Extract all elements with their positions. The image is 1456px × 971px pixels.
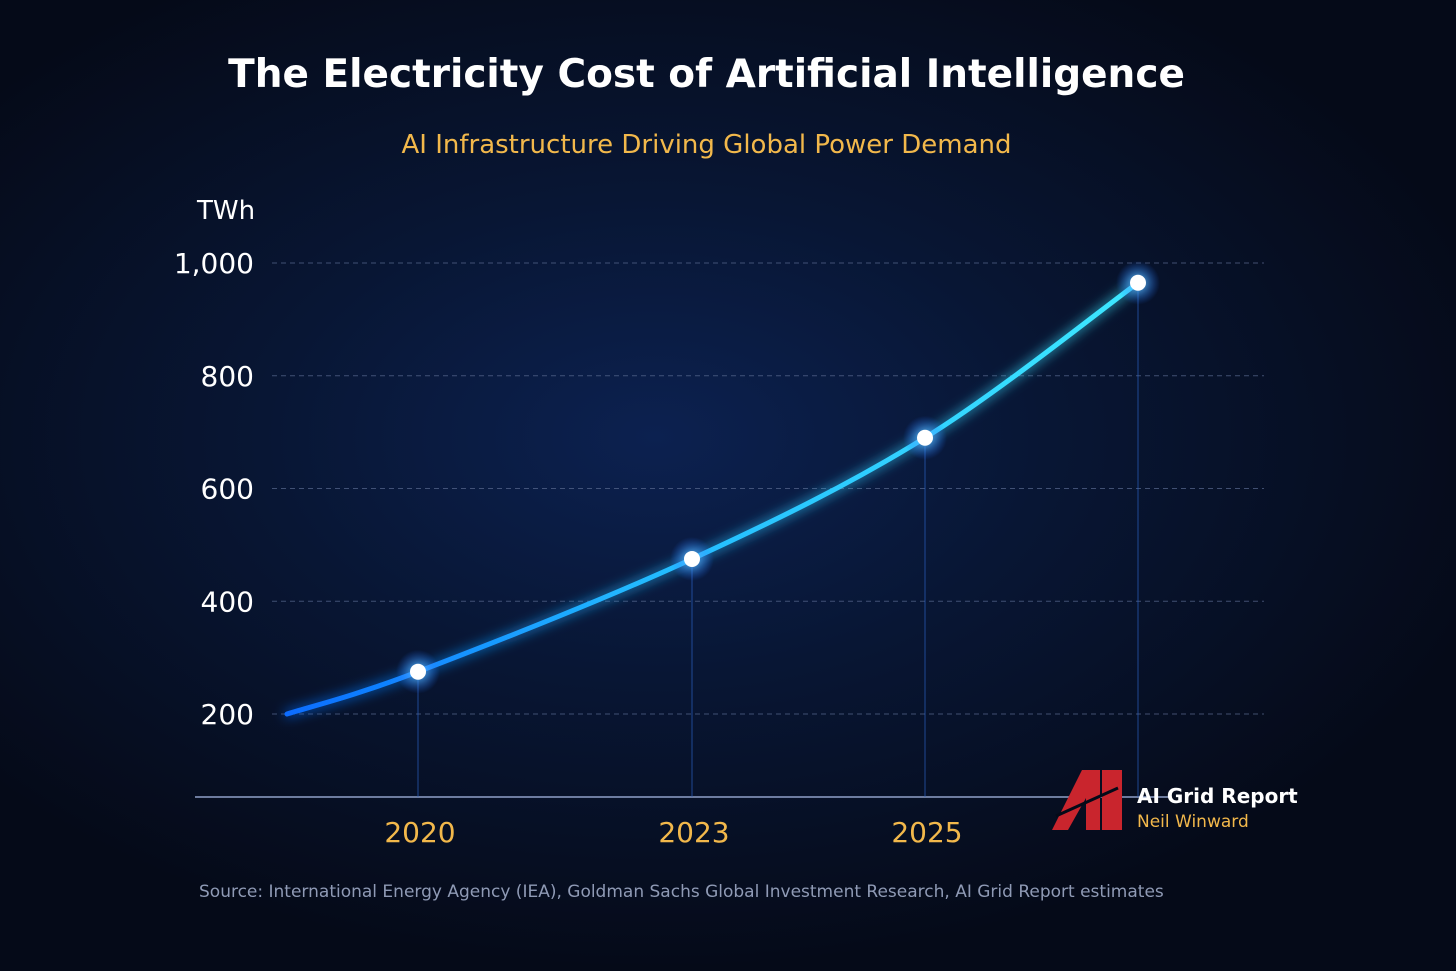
chart-title: The Electricity Cost of Artificial Intel… [228, 52, 1185, 97]
data-point [684, 550, 700, 567]
y-tick-label: 600 [201, 473, 254, 506]
y-tick-label: 200 [201, 698, 254, 731]
y-tick-label: 400 [201, 585, 254, 618]
source-note: Source: International Energy Agency (IEA… [199, 882, 1164, 902]
brand-name: AI Grid Report [1137, 784, 1298, 808]
y-tick-label: 800 [201, 360, 254, 393]
y-axis-label: TWh [197, 196, 256, 226]
series-line [284, 280, 1141, 717]
x-tick-label: 2025 [891, 816, 962, 849]
author-name: Neil Winward [1137, 812, 1249, 832]
y-tick-label: 1,000 [174, 247, 254, 280]
x-tick-label: 2023 [658, 816, 729, 849]
data-point [410, 663, 426, 680]
ai-grid-report-logo [1052, 770, 1122, 830]
data-point [917, 429, 933, 446]
chart-subtitle: AI Infrastructure Driving Global Power D… [401, 130, 1012, 160]
x-tick-label: 2020 [384, 816, 455, 849]
data-point [1130, 274, 1146, 291]
